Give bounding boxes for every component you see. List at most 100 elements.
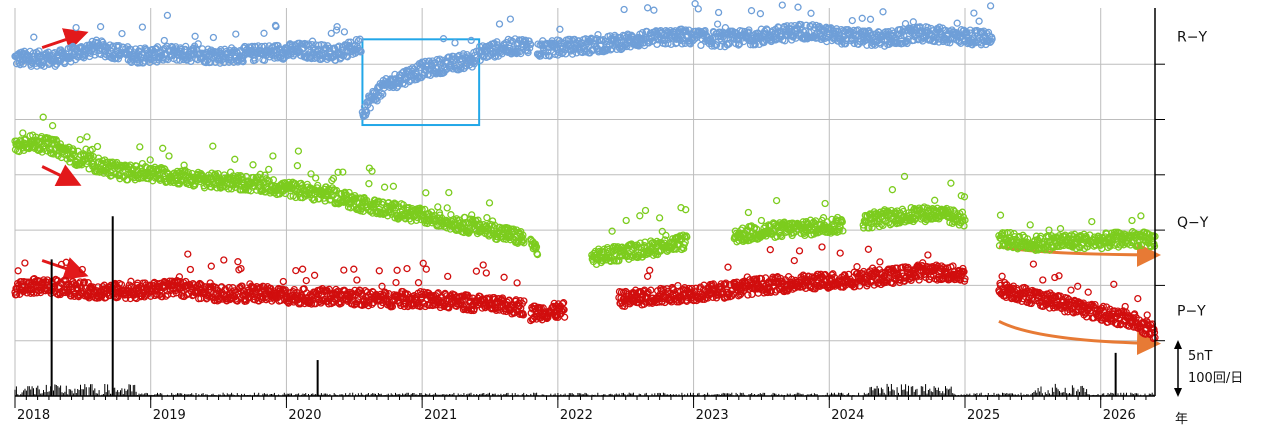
data-point — [641, 206, 650, 215]
data-point — [160, 36, 168, 45]
data-point — [184, 250, 192, 258]
data-point — [1128, 216, 1136, 225]
data-point — [356, 35, 364, 43]
data-point — [375, 267, 383, 275]
data-point — [471, 57, 480, 65]
data-point — [389, 182, 398, 190]
data-point — [542, 51, 550, 60]
data-point — [953, 19, 961, 27]
data-point — [146, 58, 154, 67]
data-point — [391, 70, 399, 79]
data-point — [392, 278, 400, 287]
data-point — [96, 23, 105, 31]
data-point — [888, 186, 897, 194]
data-point — [947, 179, 955, 187]
data-point — [608, 227, 616, 235]
data-point — [354, 37, 363, 45]
data-point — [294, 147, 303, 155]
data-point — [182, 42, 190, 51]
data-point — [821, 199, 829, 208]
data-point — [560, 313, 569, 321]
data-point — [186, 265, 195, 274]
data-point — [138, 23, 147, 31]
data-point — [495, 20, 504, 28]
data-point — [332, 26, 341, 34]
data-point — [293, 162, 302, 170]
data-point — [620, 5, 628, 14]
data-point — [443, 204, 451, 212]
data-point — [269, 176, 278, 184]
data-point — [970, 9, 978, 17]
data-point — [150, 52, 159, 60]
data-point — [220, 256, 228, 264]
data-point — [194, 40, 202, 48]
data-point — [118, 29, 126, 38]
data-point — [570, 35, 579, 44]
series-Q−Y — [11, 113, 1159, 269]
data-point — [165, 152, 173, 160]
series-P−Y — [11, 243, 1159, 343]
data-point — [506, 15, 515, 23]
data-point — [48, 122, 57, 130]
data-point — [72, 23, 80, 32]
data-point — [298, 265, 307, 273]
data-point — [312, 174, 320, 182]
data-point — [996, 211, 1005, 219]
data-point — [479, 261, 487, 269]
data-point — [986, 2, 995, 10]
data-point — [646, 266, 654, 274]
data-point — [272, 22, 280, 31]
data-point — [650, 6, 658, 14]
data-point — [594, 31, 602, 39]
data-point — [451, 39, 459, 47]
data-point — [357, 47, 365, 56]
data-point — [249, 161, 257, 169]
data-point — [778, 1, 786, 9]
trend-arrow — [41, 28, 89, 51]
data-point — [472, 267, 481, 275]
data-point — [1056, 225, 1065, 233]
data-point — [234, 258, 242, 266]
data-point — [114, 43, 122, 51]
data-point — [19, 129, 27, 137]
data-point — [714, 8, 723, 17]
data-point — [340, 28, 349, 36]
data-point — [296, 48, 304, 56]
trend-arrow — [41, 164, 82, 186]
data-point — [302, 276, 310, 285]
data-point — [331, 56, 340, 64]
data-point — [19, 60, 28, 68]
data-point — [260, 29, 268, 37]
data-point — [333, 43, 342, 51]
highlight-box — [361, 38, 481, 127]
data-point — [1026, 221, 1034, 229]
data-point — [643, 272, 652, 280]
data-point — [14, 267, 22, 275]
data-point — [467, 36, 475, 45]
data-point — [191, 32, 199, 40]
data-point — [30, 33, 38, 41]
data-point — [146, 156, 154, 164]
data-point — [713, 20, 722, 28]
data-point — [251, 56, 259, 64]
data-point — [159, 144, 167, 152]
data-point — [93, 142, 102, 151]
data-point — [419, 259, 427, 267]
data-point — [858, 14, 866, 22]
data-point — [310, 271, 319, 279]
data-point — [694, 5, 702, 13]
data-point — [393, 266, 401, 274]
grid — [14, 8, 1155, 396]
data-point — [772, 196, 781, 205]
data-point — [556, 25, 564, 33]
data-point — [866, 15, 875, 23]
data-point — [232, 30, 240, 38]
data-point — [975, 17, 983, 25]
data-point — [485, 199, 494, 207]
data-point — [365, 180, 373, 188]
data-point — [526, 44, 534, 52]
data-point — [136, 143, 144, 151]
data-point — [308, 41, 316, 49]
data-point — [269, 152, 277, 160]
data-point — [500, 273, 508, 281]
